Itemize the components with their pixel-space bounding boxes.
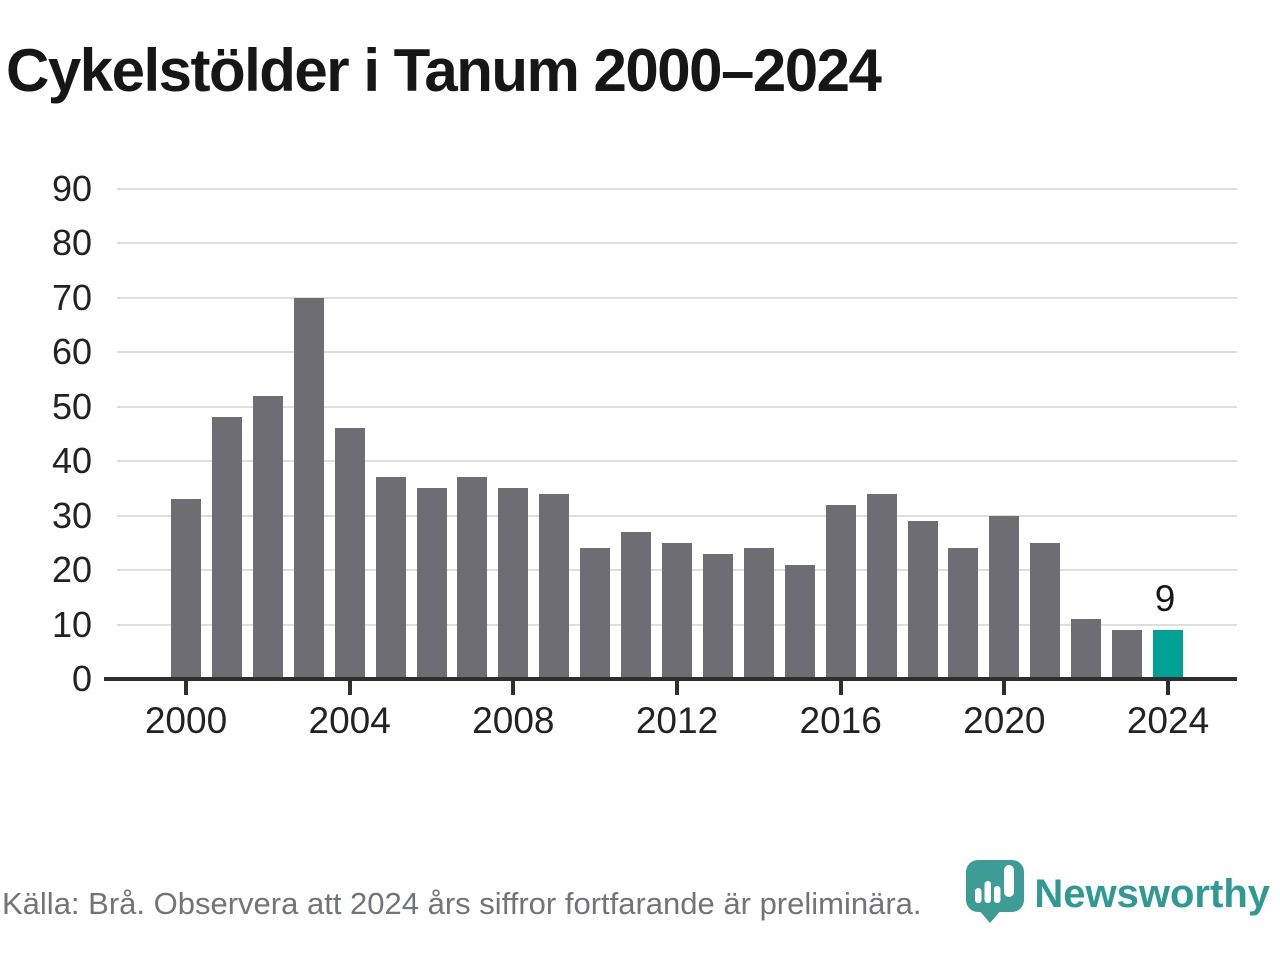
y-axis-label-60: 60 <box>51 331 92 372</box>
page-title: Cykelstölder i Tanum 2000–2024 <box>6 37 882 104</box>
bar-2006 <box>416 488 447 679</box>
x-axis-tick-2000 <box>184 681 188 695</box>
bar-2015 <box>784 564 815 679</box>
gridline-50 <box>117 405 1237 408</box>
x-axis-label-2016: 2016 <box>799 700 882 741</box>
bar-2002 <box>252 395 283 679</box>
bar-2022 <box>1071 619 1102 679</box>
bar-2016 <box>825 504 856 679</box>
gridline-70 <box>117 296 1237 299</box>
bar-2004 <box>334 428 365 679</box>
y-axis-label-90: 90 <box>51 167 92 209</box>
gridline-30 <box>117 514 1237 517</box>
x-axis-label-2004: 2004 <box>308 700 391 741</box>
bar-2021 <box>1030 542 1061 679</box>
gridline-80 <box>117 242 1237 244</box>
x-axis-tick-2004 <box>347 681 352 695</box>
y-axis-label-10: 10 <box>51 603 92 645</box>
bar-2003 <box>293 297 324 679</box>
y-axis-label-20: 20 <box>51 549 92 590</box>
y-axis-label-80: 80 <box>51 222 92 263</box>
bar-2018 <box>907 520 938 679</box>
y-axis-label-70: 70 <box>51 276 92 318</box>
x-axis-label-2024: 2024 <box>1126 700 1210 741</box>
bar-2008 <box>498 488 529 679</box>
bar-2005 <box>375 477 406 679</box>
x-axis-tick-2008 <box>511 681 516 695</box>
x-axis-tick-2024 <box>1166 681 1170 695</box>
bar-2020 <box>989 515 1020 679</box>
newsworthy-logo: Newsworthy <box>964 858 1270 929</box>
x-axis-tick-2012 <box>675 681 679 695</box>
bar-2012 <box>662 542 692 679</box>
bar-2019 <box>948 548 979 679</box>
newsworthy-pin-chart-icon <box>964 858 1026 929</box>
x-axis-tick-2016 <box>838 681 843 695</box>
x-axis-line <box>104 677 1237 681</box>
x-axis-label-2020: 2020 <box>963 700 1046 741</box>
y-axis-label-40: 40 <box>51 440 92 481</box>
bar-2010 <box>580 548 611 679</box>
gridline-40 <box>117 460 1237 462</box>
bar-2014 <box>743 548 774 679</box>
bar-2000 <box>171 499 201 679</box>
bar-2001 <box>211 417 242 679</box>
bar-2017 <box>866 493 897 679</box>
y-axis-label-0: 0 <box>71 658 92 699</box>
x-axis-label-2000: 2000 <box>144 700 228 741</box>
source-note: Källa: Brå. Observera att 2024 års siffr… <box>2 886 922 921</box>
bar-2009 <box>539 493 570 679</box>
y-axis-label-30: 30 <box>51 494 92 536</box>
y-axis-label-50: 50 <box>51 385 92 427</box>
bar-2007 <box>457 477 488 679</box>
newsworthy-wordmark: Newsworthy <box>1034 872 1270 916</box>
bar-2024 <box>1153 629 1183 679</box>
x-axis-tick-2020 <box>1002 681 1007 695</box>
x-axis-label-2008: 2008 <box>472 700 555 741</box>
gridline-60 <box>117 351 1237 353</box>
bar-2023 <box>1112 629 1143 679</box>
x-axis-label-2012: 2012 <box>635 700 719 741</box>
gridline-90 <box>117 187 1237 190</box>
bar-2011 <box>621 531 652 679</box>
bar-value-label-2024: 9 <box>1154 577 1176 619</box>
bar-2013 <box>702 553 733 679</box>
